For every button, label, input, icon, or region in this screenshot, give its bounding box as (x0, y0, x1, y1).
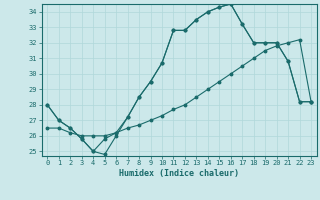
X-axis label: Humidex (Indice chaleur): Humidex (Indice chaleur) (119, 169, 239, 178)
